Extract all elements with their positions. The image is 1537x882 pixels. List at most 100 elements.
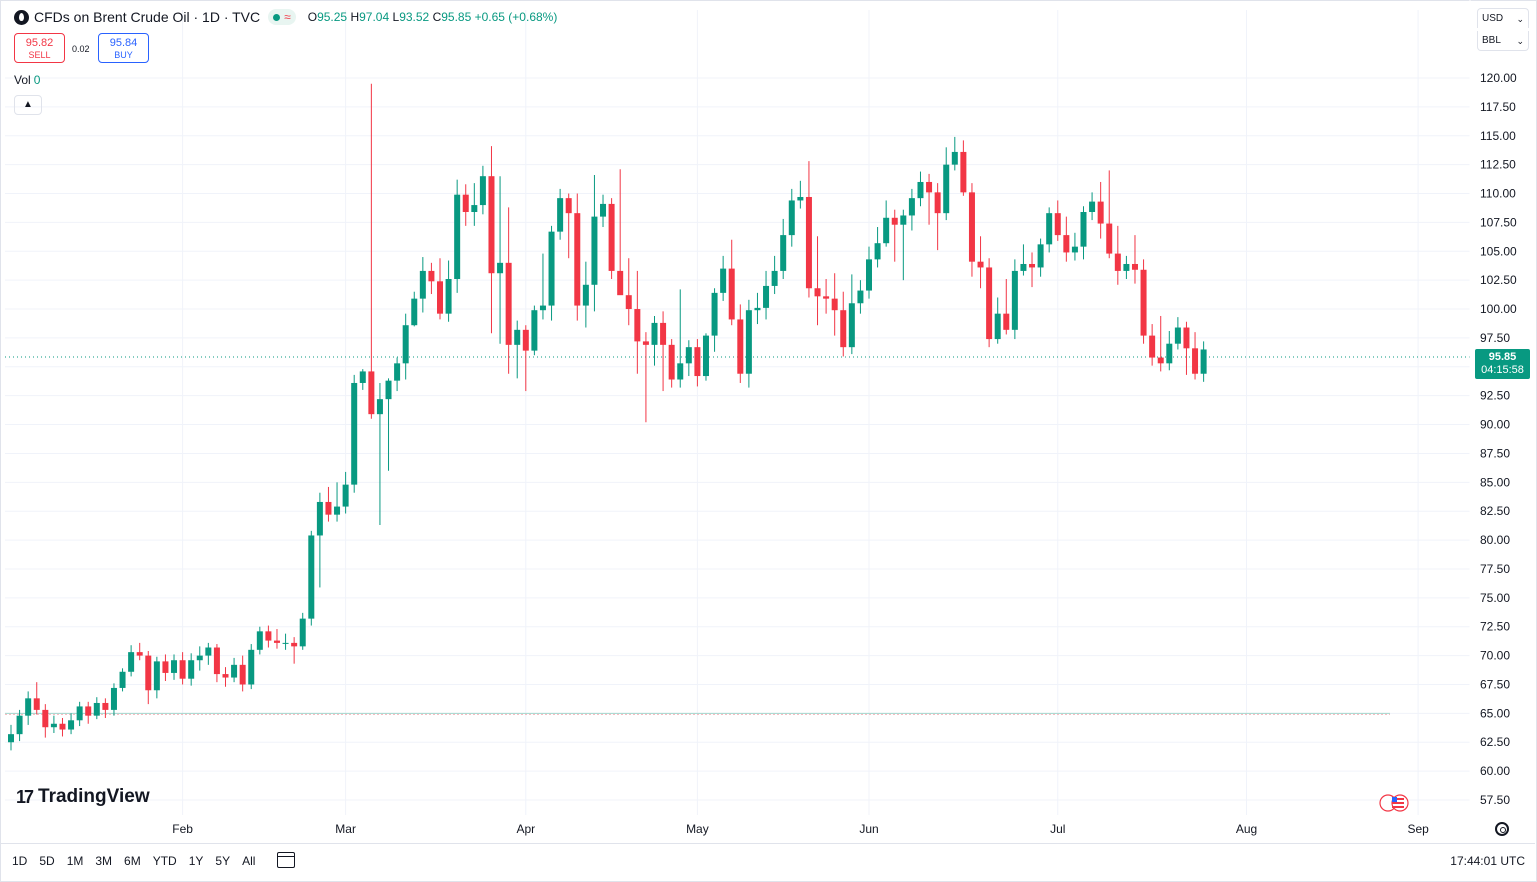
candle [1106,170,1113,259]
candle-body [119,671,126,688]
candle-body [50,723,57,728]
candle [908,188,915,231]
volume-legend[interactable]: Vol 0 [14,73,40,87]
candle-body [205,647,212,656]
candle [1020,244,1027,276]
candle-body [617,270,624,296]
candle-body [1071,246,1078,253]
candle [866,246,872,299]
candle [93,697,100,720]
candle-body [265,631,272,641]
candle [162,654,169,682]
delay-wave-icon: ≈ [284,10,291,24]
x-tick-label: Aug [1236,822,1257,836]
y-tick-label: 97.50 [1480,331,1510,345]
candle [763,270,770,320]
range-button-5d[interactable]: 5D [39,854,55,868]
candle-body [651,322,658,345]
candle [471,183,478,226]
candle [840,291,847,357]
range-button-1m[interactable]: 1M [66,854,84,868]
candle-body [968,192,975,262]
candle [479,165,486,215]
utc-clock[interactable]: 17:44:01 UTC [1450,854,1525,868]
candle [805,161,812,298]
currency-select[interactable]: USD ⌄ [1477,8,1529,28]
candle-body [394,363,401,381]
candle-body [239,664,246,685]
y-tick-label: 92.50 [1480,389,1510,403]
collapse-legend-button[interactable]: ▲ [14,95,42,115]
candle [454,179,461,293]
candle [1183,321,1190,375]
candle-body [883,217,890,244]
candle [256,626,263,655]
candle-body [591,216,598,285]
candle [16,709,23,742]
candle-body [68,720,75,730]
candle [968,183,975,277]
candle-body [900,215,907,225]
range-button-3m[interactable]: 3M [95,854,113,868]
candle [59,717,66,737]
candle [591,175,598,312]
candle-body [488,176,495,274]
candle [608,198,615,280]
range-button-ytd[interactable]: YTD [152,854,177,868]
us-flag-icon[interactable] [1377,794,1411,812]
candle [110,683,117,716]
candle [376,382,383,526]
y-tick-label: 65.00 [1480,706,1510,720]
candle-body [874,243,881,260]
candle-body [737,319,744,374]
candle [222,667,229,687]
range-button-1d[interactable]: 1D [12,854,28,868]
candle-body [668,344,675,380]
buy-button[interactable]: 95.84 BUY [98,33,149,63]
candle [934,183,941,251]
candle-body [454,194,461,280]
candle-body [273,640,280,643]
volume-label: Vol [14,73,31,87]
y-tick-label: 120.00 [1480,71,1517,85]
calendar-icon[interactable] [277,852,295,868]
candle-body [8,734,14,743]
candle [1003,279,1010,335]
candle-body [780,235,787,271]
gear-icon[interactable] [1495,822,1509,836]
market-status[interactable]: ≈ [268,9,296,25]
candle-body [1080,212,1087,247]
candle-body [479,176,486,206]
candle-body [1106,223,1113,254]
candle [737,304,744,383]
candle-body [213,647,220,675]
candle-body [359,371,366,383]
candle-body [514,329,521,345]
range-button-all[interactable]: All [242,854,256,868]
candle-body [814,288,821,297]
candle-body [1174,327,1181,344]
tradingview-logo[interactable]: 17 TradingView [16,786,150,807]
candle-body [1020,263,1027,271]
candle [419,257,426,313]
x-tick-label: Jul [1050,822,1065,836]
range-button-1y[interactable]: 1Y [188,854,204,868]
candle [582,261,589,328]
candle [213,644,220,683]
unit-select[interactable]: BBL ⌄ [1477,31,1529,51]
candle [119,668,126,692]
sell-button[interactable]: 95.82 SELL [14,33,65,63]
range-selector: 1D 5D 1M 3M 6M YTD 1Y 5Y All [12,854,267,868]
candle [926,173,933,225]
candle-body [188,660,195,679]
candle [351,374,358,493]
symbol-title[interactable]: CFDs on Brent Crude Oil · 1D · TVC [34,9,261,25]
sell-label: SELL [28,50,51,60]
candle-body [59,723,66,730]
candle-body [857,290,864,304]
range-button-6m[interactable]: 6M [124,854,141,868]
candle-body [711,292,718,336]
range-button-5y[interactable]: 5Y [215,854,231,868]
candle [505,207,512,374]
